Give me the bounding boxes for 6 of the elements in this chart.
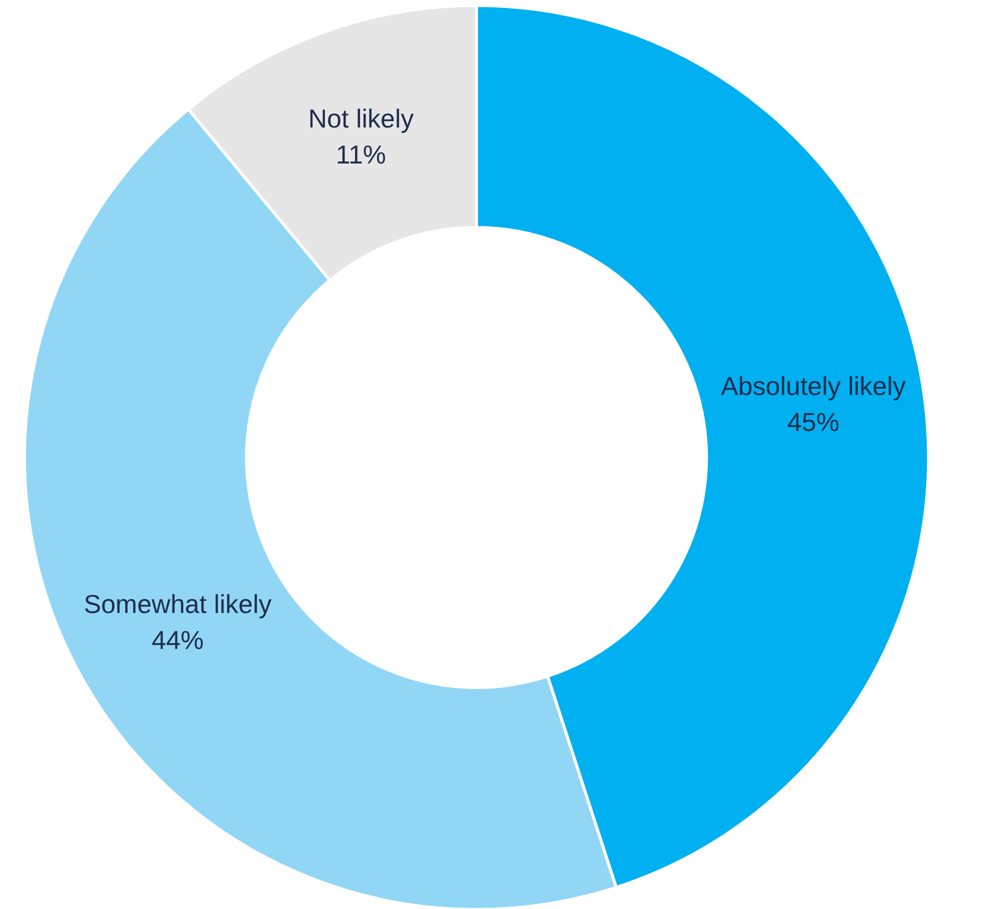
data-label: 11% (336, 140, 386, 170)
data-label: 44% (152, 624, 204, 655)
slice-label: Absolutely likely (720, 371, 906, 402)
data-label: 45% (787, 407, 840, 438)
slice-label: Somewhat likely (84, 588, 272, 619)
slice-label: Not likely (308, 104, 414, 134)
